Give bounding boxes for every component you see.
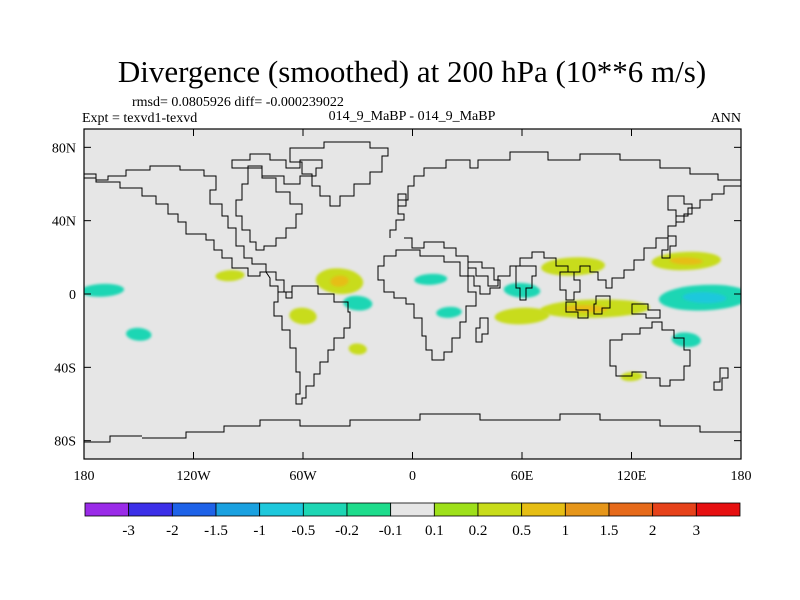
divergence-field-1 (682, 292, 727, 304)
colorbar-label-12: 2 (649, 523, 657, 539)
coastline-north-america (84, 165, 267, 277)
colorbar-label-11: 1.5 (600, 523, 619, 539)
x-tick-label-5: 120E (617, 469, 647, 484)
coastline-arabia (467, 261, 501, 295)
coastline-canada-east (235, 165, 303, 251)
y-tick-label-0: 80N (52, 141, 76, 156)
colorbar-swatch-4 (259, 502, 304, 517)
colorbar-swatch-1 (128, 502, 173, 517)
colorbar-label-1: -2 (166, 523, 179, 539)
x-tick-label-1: 120W (176, 469, 211, 484)
colorbar-swatch-9 (477, 502, 523, 517)
divergence-field-7 (503, 282, 541, 298)
coastline-arctic-islands (231, 153, 323, 185)
coastline-british-isles (397, 193, 407, 207)
colorbar-swatch-13 (652, 502, 697, 517)
divergence-field-10 (84, 283, 125, 297)
colorbar-swatch-2 (171, 502, 217, 517)
colorbar: -3 -2 -1.5 -1 -0.5 -0.2 -0.1 0.1 0.2 0.5 1 1.5 2 3 (84, 502, 741, 539)
colorbar-swatch-0 (84, 502, 130, 517)
colorbar-label-4: -0.5 (291, 523, 315, 539)
x-tick-label-6: 180 (731, 469, 752, 484)
colorbar-swatch-11 (564, 502, 610, 517)
colorbar-swatch-12 (608, 502, 654, 517)
x-tick-label-4: 60E (511, 469, 534, 484)
divergence-field-6 (494, 307, 550, 325)
divergence-field-19 (348, 343, 367, 355)
case-label: 014_9_MaBP - 014_9_MaBP (329, 109, 496, 124)
colorbar-swatch-8 (433, 502, 479, 517)
colorbar-label-6: -0.1 (379, 523, 403, 539)
divergence-field-8 (541, 257, 606, 276)
coastline-antarctica (142, 413, 741, 439)
coastline-madagascar (475, 317, 489, 343)
coastline-south-america (273, 285, 351, 405)
colorbar-label-2: -1.5 (204, 523, 228, 539)
chart-title: Divergence (smoothed) at 200 hPa (10**6 … (118, 54, 706, 89)
map-background (84, 129, 741, 459)
colorbar-label-5: -0.2 (335, 523, 359, 539)
colorbar-swatch-3 (215, 502, 261, 517)
colorbar-label-13: 3 (693, 523, 701, 539)
colorbar-label-10: 1 (562, 523, 570, 539)
coastline-japan (661, 235, 677, 259)
y-tick-label-2: 0 (69, 288, 76, 303)
divergence-field-14 (414, 273, 448, 285)
colorbar-label-8: 0.2 (469, 523, 488, 539)
colorbar-swatch-7 (390, 502, 435, 517)
colorbar-label-3: -1 (253, 523, 266, 539)
coastlines (84, 141, 741, 443)
divergence-field-9 (671, 332, 701, 348)
colorbar-label-0: -3 (122, 523, 135, 539)
coastline-greenland (289, 141, 389, 207)
coastline-kamchatka (667, 195, 693, 223)
coastline-borneo (593, 295, 611, 315)
colorbar-swatch-5 (302, 502, 348, 517)
colorbar-label-7: 0.1 (425, 523, 444, 539)
stats-label: rmsd= 0.0805926 diff= -0.000239022 (132, 95, 344, 110)
divergence-field-15 (289, 307, 317, 325)
coastline-australia (609, 321, 691, 387)
x-tick-label-2: 60W (289, 469, 317, 484)
coastline-eurasia-north (389, 151, 741, 238)
x-tick-label-3: 0 (409, 469, 416, 484)
axes-ticks: 180 120W 60W 0 60E 120E 180 80N 40N 0 40S 80S (52, 129, 752, 484)
y-tick-label-1: 40N (52, 215, 76, 230)
coastline-india (515, 265, 537, 301)
experiment-label: Expt = texvd1-texvd (82, 111, 197, 126)
season-label: ANN (711, 111, 741, 126)
coastline-central-america (265, 271, 293, 299)
divergence-fields (84, 251, 741, 382)
colorbar-swatch-6 (346, 502, 392, 517)
x-tick-label-0: 180 (74, 469, 95, 484)
y-tick-label-4: 80S (54, 435, 76, 450)
coastline-antarctica-ross (84, 435, 142, 443)
colorbar-swatch-14 (695, 502, 741, 517)
divergence-field-16 (215, 270, 245, 282)
coastline-southeast-asia (559, 271, 581, 301)
divergence-field-12 (330, 275, 349, 287)
y-tick-label-3: 40S (54, 361, 76, 376)
colorbar-label-9: 0.5 (512, 523, 531, 539)
coastline-new-zealand (713, 367, 729, 391)
divergence-field-5 (563, 304, 608, 313)
divergence-field-3 (669, 257, 703, 265)
divergence-field-13 (343, 295, 373, 311)
divergence-field-17 (126, 327, 152, 341)
divergence-field-18 (436, 306, 462, 318)
coastline-sumatra (565, 301, 589, 319)
coastline-africa (377, 249, 477, 361)
colorbar-swatch-10 (521, 502, 566, 517)
coastline-new-guinea (631, 303, 661, 319)
